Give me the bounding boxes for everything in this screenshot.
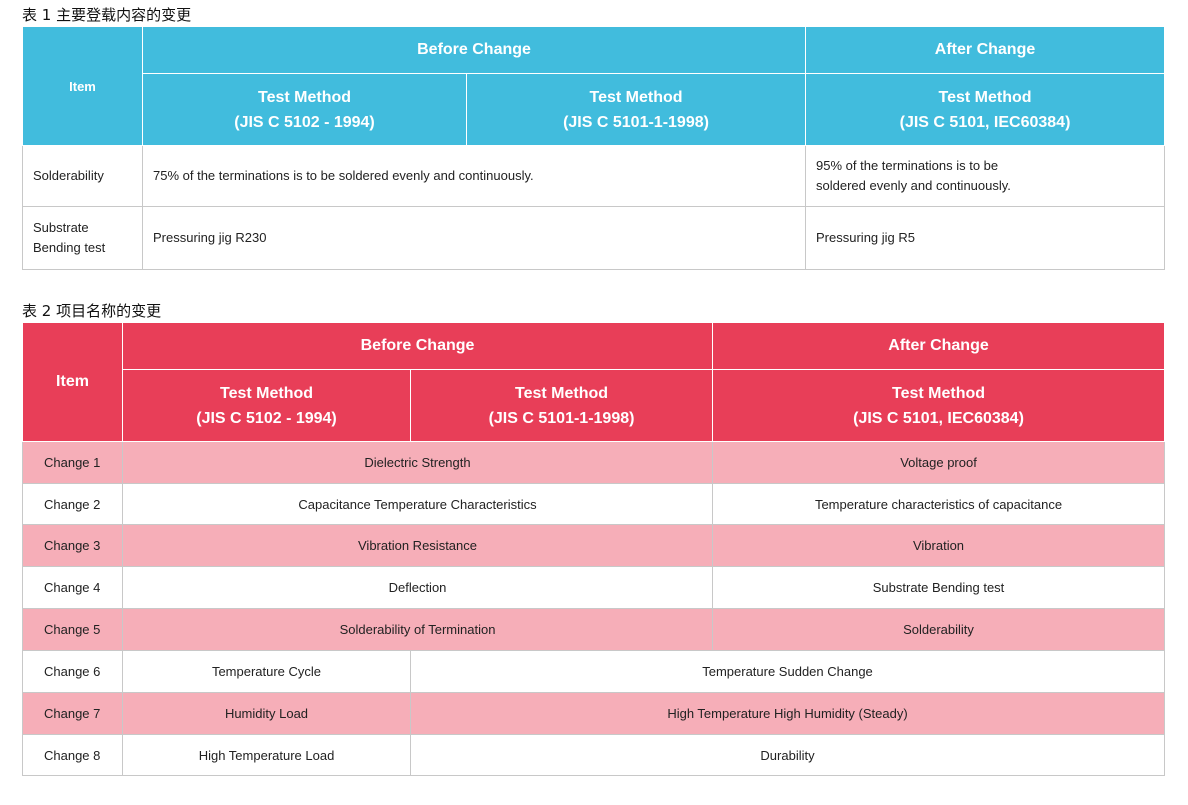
table2-row-change-6: Change 6 Temperature Cycle Temperature S… — [22, 650, 1166, 693]
table2-before-cell: Capacitance Temperature Characteristics — [121, 483, 714, 525]
table2-label-cell: Change 5 — [22, 608, 123, 651]
table2-test-method-1-header: Test Method (JIS C 5102 - 1994) — [122, 369, 411, 442]
table2-new-name-cell: High Temperature High Humidity (Steady) — [409, 692, 1166, 735]
table1-test-method-2-header: Test Method (JIS C 5101-1-1998) — [465, 73, 807, 146]
table1-method2-title: Test Method — [589, 88, 683, 106]
table1-after-change-header: After Change — [805, 26, 1166, 74]
table1-row-solderability: Solderability 75% of the terminations is… — [22, 145, 1166, 207]
table2-header-row-2: Test Method (JIS C 5102 - 1994) Test Met… — [23, 369, 1166, 442]
table2-before-cell: Dielectric Strength — [121, 441, 714, 484]
table2-new-name-cell: Durability — [409, 734, 1166, 776]
table1-method1-standard: (JIS C 5102 - 1994) — [234, 113, 375, 131]
table2-item-header: Item — [22, 322, 123, 442]
table2: Item Before Change After Change Test Met… — [22, 322, 1166, 776]
table1-test-method-1-header: Test Method (JIS C 5102 - 1994) — [142, 73, 467, 146]
table1-before-change-header: Before Change — [141, 26, 807, 74]
table1-item-line: Bending test — [33, 240, 106, 255]
table1-item-cell: Substrate Bending test — [22, 206, 143, 270]
table2-before-cell: Deflection — [121, 566, 714, 609]
table2-old-method-cell: Humidity Load — [122, 692, 411, 735]
table2-old-method-cell: Temperature Cycle — [122, 650, 411, 693]
table2-after-cell: Substrate Bending test — [712, 566, 1166, 609]
table2-label-cell: Change 8 — [22, 734, 123, 776]
table1-caption: 表 1 主要登载内容的变更 — [22, 6, 192, 24]
table2-row-change-5: Change 5 Solderability of Termination So… — [22, 608, 1166, 651]
table2-before-cell: Vibration Resistance — [121, 524, 714, 567]
table1-test-method-3-header: Test Method (JIS C 5101, IEC60384) — [805, 73, 1166, 146]
table2-method2-standard: (JIS C 5101-1-1998) — [488, 409, 635, 427]
table2-before-cell: Solderability of Termination — [121, 608, 714, 651]
table2-caption: 表 2 项目名称的变更 — [22, 302, 162, 320]
table2-label-cell: Change 3 — [22, 524, 123, 567]
table1-after-line: 95% of the terminations is to be — [816, 158, 999, 173]
table2-method3-standard: (JIS C 5101, IEC60384) — [853, 409, 1024, 427]
table1: Item Before Change After Change Test Met… — [22, 26, 1166, 270]
table2-method3-title: Test Method — [892, 384, 986, 402]
table2-new-name-cell: Temperature Sudden Change — [409, 650, 1166, 693]
table1-method1-title: Test Method — [257, 88, 352, 106]
table2-row-change-2: Change 2 Capacitance Temperature Charact… — [22, 483, 1166, 525]
table1-item-line: Substrate — [33, 220, 89, 235]
table2-before-change-header: Before Change — [121, 322, 714, 370]
table2-row-change-8: Change 8 High Temperature Load Durabilit… — [22, 734, 1166, 776]
table2-row-change-3: Change 3 Vibration Resistance Vibration — [22, 524, 1166, 567]
table2-test-method-3-header: Test Method (JIS C 5101, IEC60384) — [712, 369, 1166, 442]
table2-label-cell: Change 1 — [22, 441, 123, 484]
table2-header-row-1: Item Before Change After Change — [22, 322, 1166, 442]
table1-method2-standard: (JIS C 5101-1-1998) — [563, 113, 709, 131]
table2-row-change-7: Change 7 Humidity Load High Temperature … — [22, 692, 1166, 735]
table1-after-cell: 95% of the terminations is to be soldere… — [805, 145, 1166, 207]
table2-old-method-cell: High Temperature Load — [122, 734, 411, 776]
table1-after-cell: Pressuring jig R5 — [805, 206, 1166, 270]
table2-after-cell: Temperature characteristics of capacitan… — [712, 483, 1166, 525]
table1-header-row-1: Item Before Change After Change — [22, 26, 1166, 146]
table2-label-cell: Change 2 — [22, 483, 123, 525]
table1-item-header: Item — [22, 26, 143, 146]
table2-after-cell: Vibration — [712, 524, 1166, 567]
table2-label-cell: Change 7 — [22, 692, 123, 735]
table1-item-cell: Solderability — [22, 145, 143, 207]
table2-after-change-header: After Change — [712, 322, 1166, 370]
table2-after-cell: Solderability — [712, 608, 1166, 651]
table2-method1-standard: (JIS C 5102 - 1994) — [196, 409, 337, 427]
table2-after-cell: Voltage proof — [712, 441, 1166, 484]
table1-before-cell: Pressuring jig R230 — [141, 206, 807, 270]
table1-row-substrate-bending: Substrate Bending test Pressuring jig R2… — [22, 206, 1166, 270]
table1-method3-title: Test Method — [938, 88, 1032, 106]
table1-method3-standard: (JIS C 5101, IEC60384) — [899, 113, 1071, 131]
table2-label-cell: Change 4 — [22, 566, 123, 609]
table2-label-cell: Change 6 — [22, 650, 123, 693]
table2-test-method-2-header: Test Method (JIS C 5101-1-1998) — [409, 369, 714, 442]
table2-method2-title: Test Method — [514, 384, 609, 402]
table1-header-row-2: Test Method (JIS C 5102 - 1994) Test Met… — [23, 73, 1166, 146]
table2-method1-title: Test Method — [219, 384, 314, 402]
table1-before-cell: 75% of the terminations is to be soldere… — [141, 145, 807, 207]
table2-row-change-4: Change 4 Deflection Substrate Bending te… — [22, 566, 1166, 609]
table2-row-change-1: Change 1 Dielectric Strength Voltage pro… — [22, 441, 1166, 484]
table1-after-line: soldered evenly and continuously. — [816, 178, 1011, 193]
